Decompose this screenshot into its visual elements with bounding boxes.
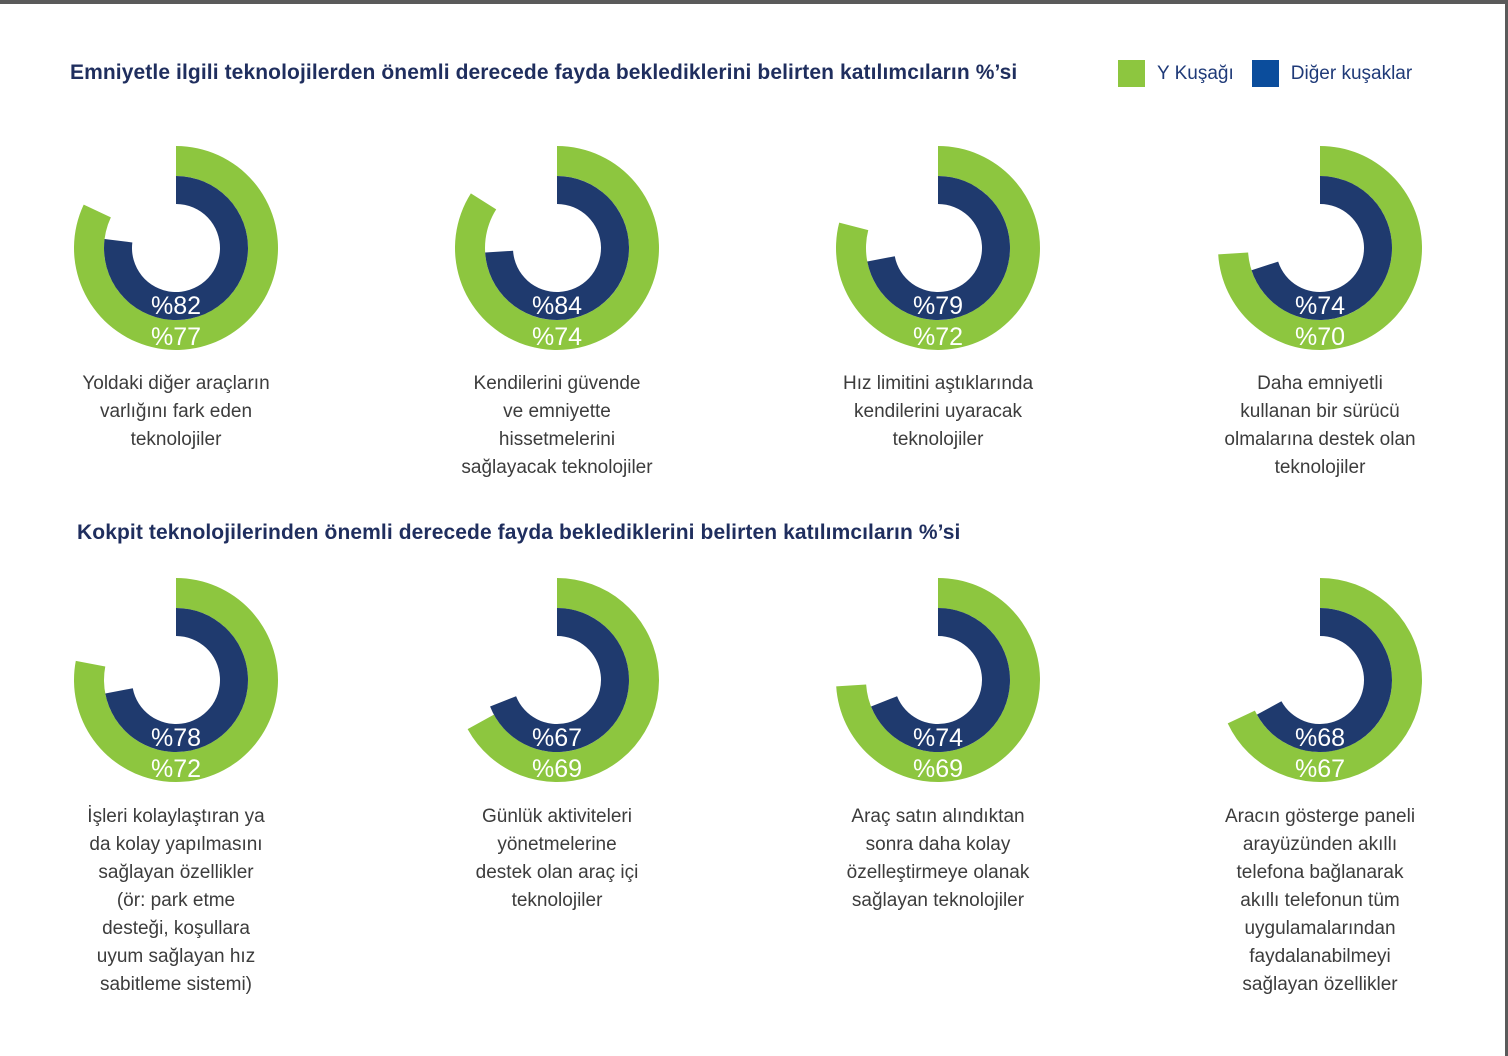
y-generation-arc xyxy=(836,146,1041,350)
radial-chart-1-3: %68%67 xyxy=(1227,578,1423,783)
radial-chart-0-2: %79%72 xyxy=(836,146,1041,351)
y-generation-arc xyxy=(455,146,659,351)
other-generations-arc xyxy=(871,608,1010,752)
caption-1-3: Aracın gösterge paneli arayüzünden akıll… xyxy=(1224,806,1416,995)
other-generations-value-label: %72 xyxy=(151,755,201,783)
radial-chart-0-3: %74%70 xyxy=(1218,146,1422,351)
y-generation-value-label: %78 xyxy=(151,724,201,752)
legend-item-y: Y Kuşağı xyxy=(1118,60,1234,87)
other-generations-arc xyxy=(1256,608,1392,753)
caption-1-2: Araç satın alındıktan sonra daha kolay ö… xyxy=(846,806,1030,911)
caption-0-2: Hız limitini aştıklarında kendilerini uy… xyxy=(842,373,1034,450)
other-generations-arc xyxy=(105,608,248,753)
caption-1-1: Günlük aktiviteleri yönetmelerine destek… xyxy=(475,806,639,911)
y-generation-arc xyxy=(1218,146,1422,351)
legend-label-y: Y Kuşağı xyxy=(1157,62,1234,84)
y-generation-value-label: %82 xyxy=(151,292,201,320)
caption-0-3: Daha emniyetli kullanan bir sürücü olmal… xyxy=(1224,373,1416,478)
other-generations-value-label: %74 xyxy=(532,323,582,351)
radial-chart-0-0: %82%77 xyxy=(74,146,278,351)
y-generation-arc xyxy=(1227,578,1423,782)
other-generations-arc xyxy=(485,176,629,320)
legend-item-other: Diğer kuşaklar xyxy=(1251,60,1413,87)
radial-chart-1-2: %74%69 xyxy=(836,578,1040,783)
cockpit-section-title: Kokpit teknolojilerinden önemli derecede… xyxy=(77,521,961,544)
other-generations-value-label: %67 xyxy=(1295,755,1345,783)
y-generation-value-label: %67 xyxy=(532,724,582,752)
other-generations-value-label: %70 xyxy=(1295,323,1345,351)
top-border xyxy=(0,0,1508,4)
other-generations-value-label: %69 xyxy=(532,755,582,783)
other-generations-arc xyxy=(490,608,629,752)
radial-chart-0-1: %84%74 xyxy=(455,146,659,351)
other-generations-value-label: %69 xyxy=(913,755,963,783)
legend: Y Kuşağı Diğer kuşaklar xyxy=(1118,60,1430,87)
y-generation-arc xyxy=(73,578,278,783)
y-generation-value-label: %74 xyxy=(913,724,963,752)
other-generations-value-label: %72 xyxy=(913,323,963,351)
caption-1-0: İşleri kolaylaştıran ya da kolay yapılma… xyxy=(87,806,265,995)
other-generations-arc xyxy=(104,176,249,320)
radial-chart-1-0: %78%72 xyxy=(73,578,278,783)
other-generations-value-label: %77 xyxy=(151,323,201,351)
safety-section-title: Emniyetle ilgili teknolojilerden önemli … xyxy=(70,61,1018,84)
legend-swatch-other xyxy=(1251,60,1279,87)
y-generation-value-label: %84 xyxy=(532,292,582,320)
radial-chart-1-1: %67%69 xyxy=(467,578,660,783)
y-generation-value-label: %68 xyxy=(1295,724,1345,752)
right-border xyxy=(1505,0,1508,1056)
y-generation-arc xyxy=(836,578,1040,782)
caption-0-0: Yoldaki diğer araçların varlığını fark e… xyxy=(82,373,270,450)
y-generation-arc xyxy=(74,146,278,350)
legend-swatch-y xyxy=(1118,60,1145,87)
y-generation-value-label: %74 xyxy=(1295,292,1345,320)
other-generations-arc xyxy=(1251,176,1392,320)
y-generation-arc xyxy=(467,578,660,782)
other-generations-arc xyxy=(867,176,1011,320)
y-generation-value-label: %79 xyxy=(913,292,963,320)
caption-0-1: Kendilerini güvende ve emniyette hissetm… xyxy=(461,373,653,478)
legend-label-other: Diğer kuşaklar xyxy=(1290,62,1413,84)
